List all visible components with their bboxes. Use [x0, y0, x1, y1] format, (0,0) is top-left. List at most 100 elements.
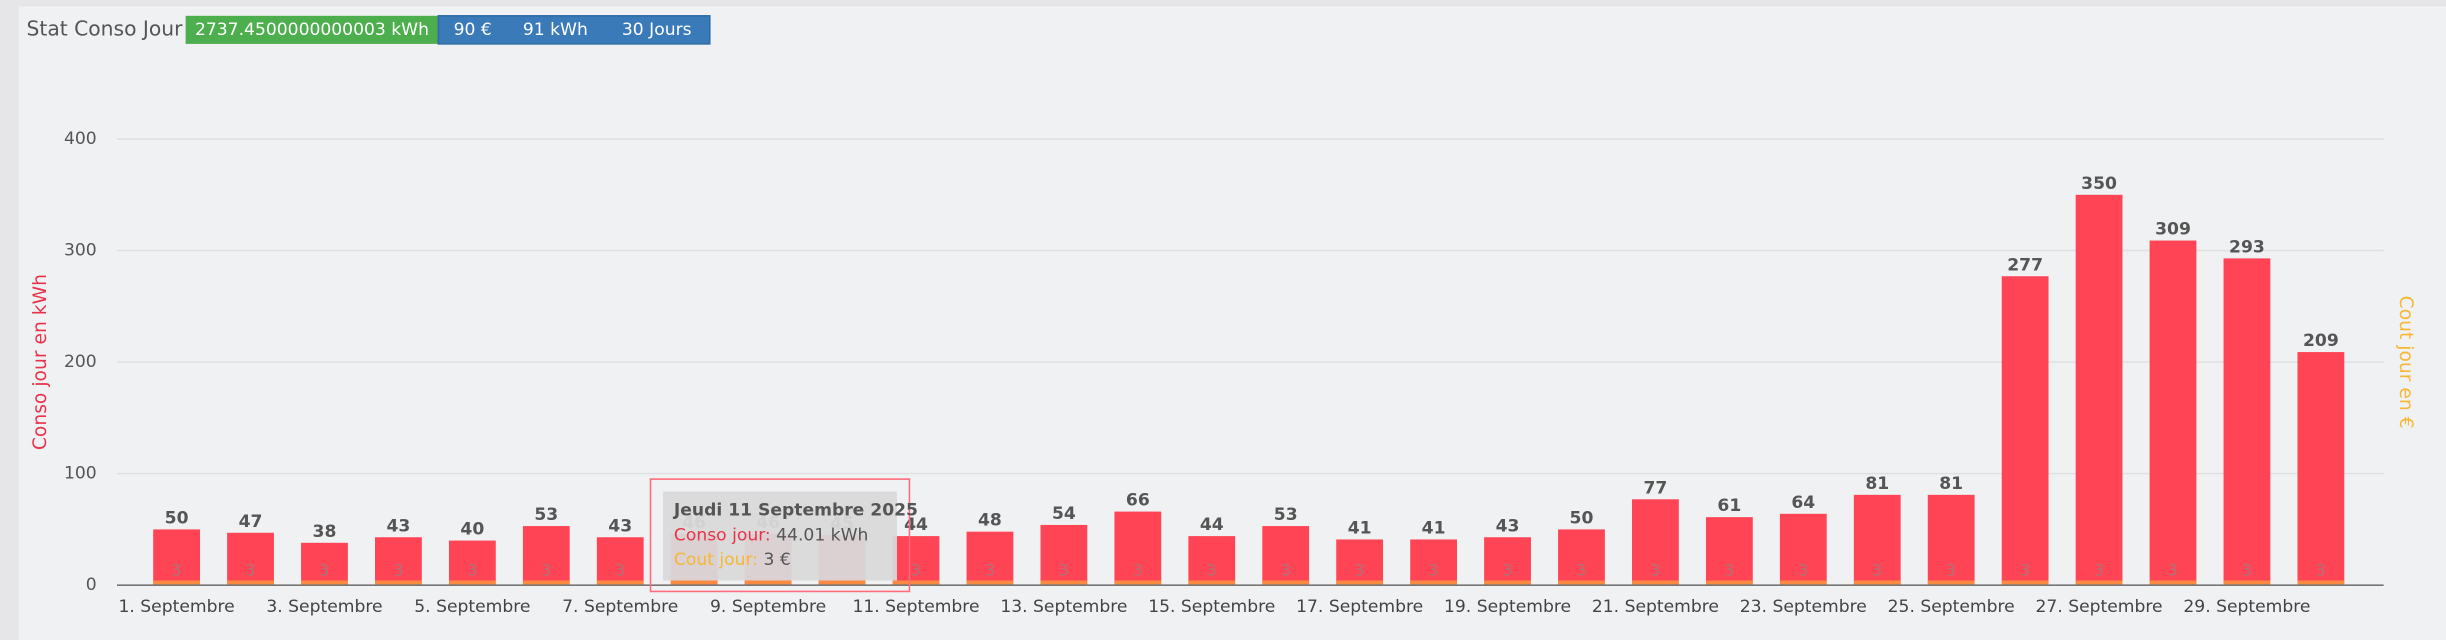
- cost-label: 3: [1798, 562, 1808, 580]
- cost-label: 3: [1577, 562, 1587, 580]
- bar: [596, 537, 644, 586]
- cost-label: 3: [1872, 562, 1882, 580]
- x-tick-label: 7. Septembre: [562, 597, 678, 617]
- cost-mark: [1558, 580, 1605, 586]
- bar: [1705, 517, 1753, 586]
- cost-mark: [670, 580, 718, 586]
- bar: [2075, 194, 2123, 586]
- cost-mark: [2297, 580, 2345, 586]
- cost-mark: [1853, 580, 1901, 586]
- tooltip-value: 3 €: [758, 550, 791, 570]
- data-label: 81: [1865, 474, 1889, 494]
- cost-mark: [1484, 580, 1531, 586]
- bar: [2149, 240, 2197, 586]
- data-label: 40: [460, 520, 484, 540]
- data-label: 43: [608, 516, 632, 536]
- bar: [1336, 539, 1384, 586]
- tooltip-frame: [649, 478, 911, 593]
- cost-label: 3: [985, 562, 995, 580]
- cost-mark: [227, 580, 274, 586]
- cost-mark: [2001, 580, 2049, 586]
- data-label: 64: [1791, 493, 1815, 513]
- cost-label: 3: [2168, 562, 2178, 580]
- bar: [1262, 526, 1310, 586]
- bar: [892, 536, 940, 586]
- x-tick-label: 19. Septembre: [1444, 597, 1571, 617]
- cost-label: 3: [1503, 562, 1513, 580]
- cost-label: 3: [615, 562, 625, 580]
- tooltip-key: Cout jour:: [674, 550, 758, 570]
- bar: [448, 540, 496, 586]
- cost-mark: [818, 580, 866, 586]
- data-label: 41: [1422, 519, 1446, 539]
- cost-label: 3: [1429, 562, 1439, 580]
- data-label: 44: [1200, 515, 1224, 535]
- x-tick-label: 11. Septembre: [852, 597, 979, 617]
- x-tick-label: 17. Septembre: [1296, 597, 1423, 617]
- cost-mark: [596, 580, 644, 586]
- cost-mark: [892, 580, 940, 586]
- cost-label: 3: [172, 562, 182, 580]
- cost-mark: [1040, 580, 1088, 586]
- cost-label: 3: [246, 562, 256, 580]
- bar: [301, 542, 348, 586]
- y-tick-label: 0: [86, 575, 97, 595]
- tooltip-box: [662, 491, 897, 581]
- badge: [437, 15, 711, 45]
- tooltip-key: Conso jour:: [674, 525, 771, 545]
- cost-label: 3: [393, 562, 403, 580]
- cost-mark: [1410, 580, 1457, 586]
- cost-label: 3: [1281, 562, 1291, 580]
- tooltip-line: Conso jour: 44.01 kWh: [674, 525, 869, 545]
- data-label: 53: [534, 505, 558, 525]
- bar: [1779, 513, 1827, 586]
- bar: [522, 526, 570, 586]
- data-label: 53: [1274, 505, 1298, 525]
- cost-label: 3: [1650, 562, 1660, 580]
- data-label: 38: [313, 522, 337, 542]
- bar: [375, 537, 422, 586]
- bar: [227, 532, 274, 586]
- data-label: 309: [2155, 220, 2191, 240]
- cost-mark: [744, 580, 792, 586]
- badge: [185, 15, 439, 44]
- cost-label: 3: [2020, 562, 2030, 580]
- bar: [1853, 494, 1901, 586]
- cost-mark: [301, 580, 348, 586]
- data-label: 81: [1939, 474, 1963, 494]
- y-tick-label: 100: [64, 464, 97, 484]
- cost-mark: [1114, 580, 1162, 586]
- x-tick-label: 25. Septembre: [1888, 597, 2015, 617]
- data-label: 50: [165, 509, 189, 529]
- data-label: 47: [239, 512, 263, 532]
- x-tick-label: 29. Septembre: [2183, 597, 2310, 617]
- data-label: 209: [2303, 331, 2339, 351]
- bar: [2001, 276, 2049, 586]
- cost-label: 3: [2316, 562, 2326, 580]
- badge-text: 90 €: [454, 20, 492, 40]
- bar: [1114, 511, 1162, 586]
- bar: [2297, 352, 2345, 586]
- x-tick-label: 5. Septembre: [414, 597, 530, 617]
- cost-mark: [1336, 580, 1384, 586]
- x-tick-label: 13. Septembre: [1000, 597, 1127, 617]
- cost-label: 3: [467, 562, 477, 580]
- header-title: Stat Conso Jour: [27, 16, 184, 40]
- data-label: 41: [1348, 519, 1372, 539]
- data-label: 293: [2229, 237, 2265, 257]
- data-label: 50: [1570, 509, 1594, 529]
- data-label: 61: [1717, 496, 1741, 516]
- y-tick-label: 400: [64, 129, 97, 149]
- cost-label: 3: [2094, 562, 2104, 580]
- x-tick-label: 23. Septembre: [1740, 597, 1867, 617]
- cost-label: 3: [1724, 562, 1734, 580]
- cost-label: 3: [320, 562, 330, 580]
- cost-label: 3: [1133, 562, 1143, 580]
- bar: [966, 531, 1014, 586]
- x-tick-label: 15. Septembre: [1148, 597, 1275, 617]
- data-label: 277: [2007, 255, 2043, 275]
- tooltip-line: Cout jour: 3 €: [674, 550, 791, 570]
- cost-label: 3: [2242, 562, 2252, 580]
